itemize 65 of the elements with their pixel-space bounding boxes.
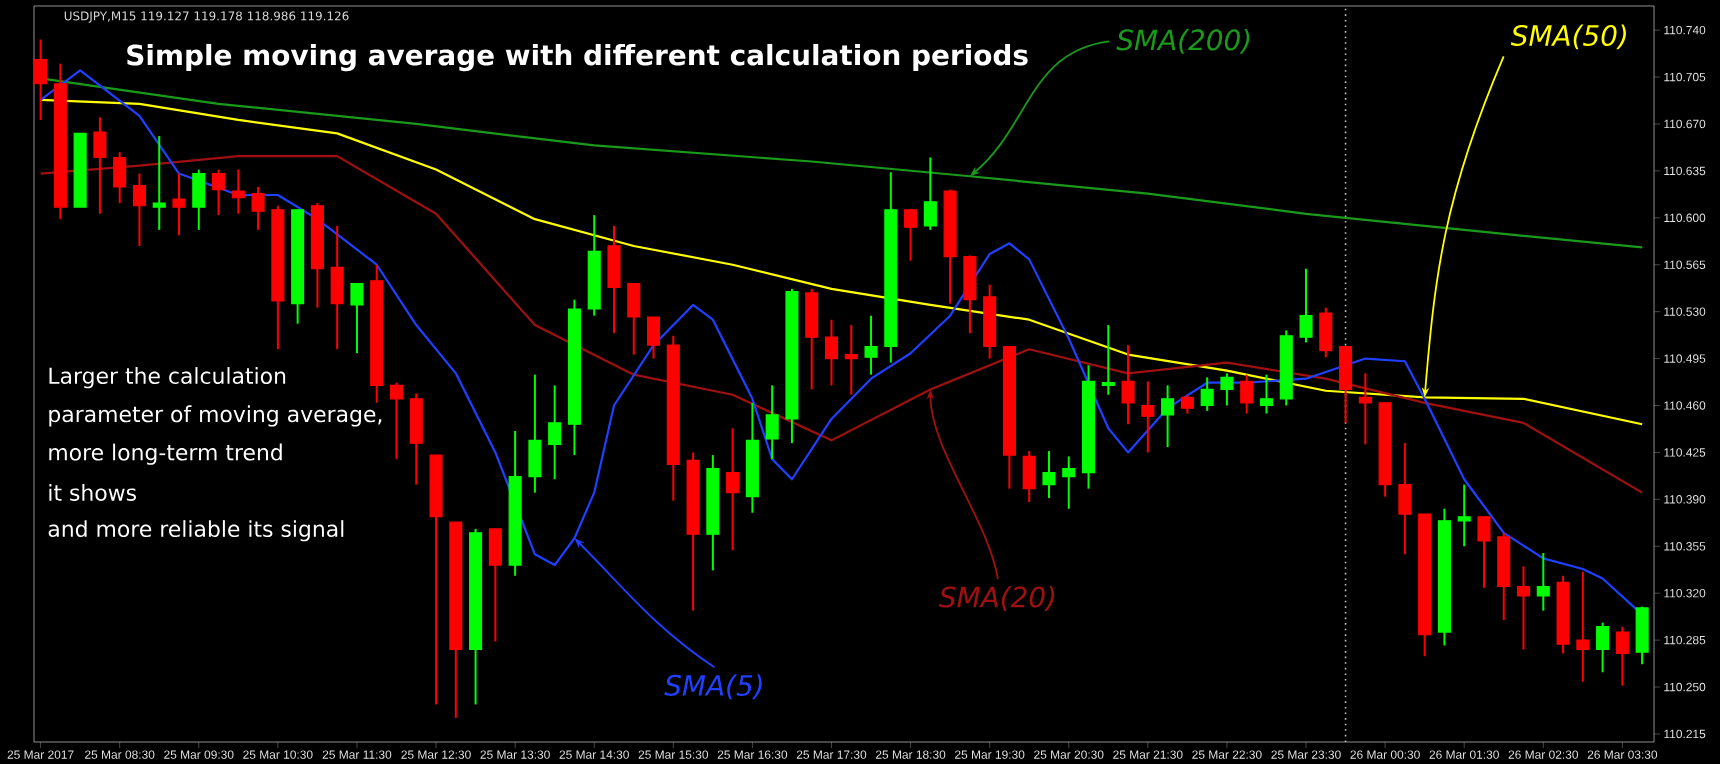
candlestick (1240, 373, 1254, 415)
candlestick (1101, 324, 1115, 396)
candlestick (1121, 344, 1135, 426)
candlestick (1615, 625, 1629, 687)
candlestick (1477, 515, 1491, 589)
candlestick (330, 224, 344, 351)
annotation: more long-term trend (49, 443, 282, 465)
candlestick (488, 527, 502, 643)
candlestick (726, 427, 740, 552)
candlestick (1220, 372, 1234, 407)
annotation: Larger the calculation (49, 367, 286, 389)
candlestick (389, 381, 404, 461)
candlestick (1635, 605, 1649, 666)
candlestick (963, 254, 977, 335)
text: SMA(200) (1116, 28, 1250, 54)
candlestick (904, 208, 918, 262)
text: SMA(5) (664, 674, 762, 700)
candlestick (350, 282, 364, 355)
candlestick (1319, 306, 1333, 359)
candlestick (231, 168, 245, 215)
candlestick (548, 384, 562, 481)
candlestick (923, 156, 937, 231)
candlestick (172, 172, 186, 237)
candlestick (864, 314, 878, 376)
candlestick (1457, 483, 1471, 548)
candlestick (192, 168, 206, 231)
candlestick (1062, 455, 1076, 510)
candlestick (1259, 373, 1274, 415)
candlestick (212, 168, 226, 217)
candlestick (805, 287, 819, 391)
candlestick (1596, 621, 1610, 674)
candlestick (1398, 442, 1412, 556)
candlestick (1576, 570, 1590, 683)
candlestick (113, 151, 127, 205)
candlestick (409, 392, 423, 486)
candlestick (824, 318, 839, 387)
text: Simple moving average with different calculation periods (127, 43, 1028, 72)
candlestick (1299, 267, 1313, 344)
candlestick (1516, 565, 1531, 651)
candlestick (528, 373, 542, 494)
line-series (39, 98, 1644, 426)
candlestick (251, 185, 265, 231)
candlestick (132, 172, 146, 247)
candlestick (1180, 393, 1194, 415)
candlestick (844, 324, 858, 396)
annotation: parameter of moving average, (49, 405, 382, 427)
candlestick (1022, 450, 1036, 504)
candlestick (152, 135, 166, 231)
candlestick (1200, 376, 1214, 412)
candlestick (627, 282, 641, 356)
candlestick (647, 316, 661, 360)
candlestick (607, 224, 621, 335)
candlestick (1141, 380, 1155, 454)
candlestick (1339, 345, 1353, 424)
candlestick (1042, 450, 1056, 500)
text: SMA(50) (1510, 24, 1626, 50)
annotation: and more reliable its signal (48, 520, 344, 542)
candlestick (765, 384, 779, 461)
candlestick (93, 116, 107, 215)
annotation: it shows (49, 484, 136, 501)
candlestick (1358, 372, 1372, 446)
candlestick (1161, 384, 1175, 449)
candlestick (1536, 551, 1550, 612)
text: SMA(20) (939, 586, 1055, 611)
candlestick (34, 38, 48, 121)
